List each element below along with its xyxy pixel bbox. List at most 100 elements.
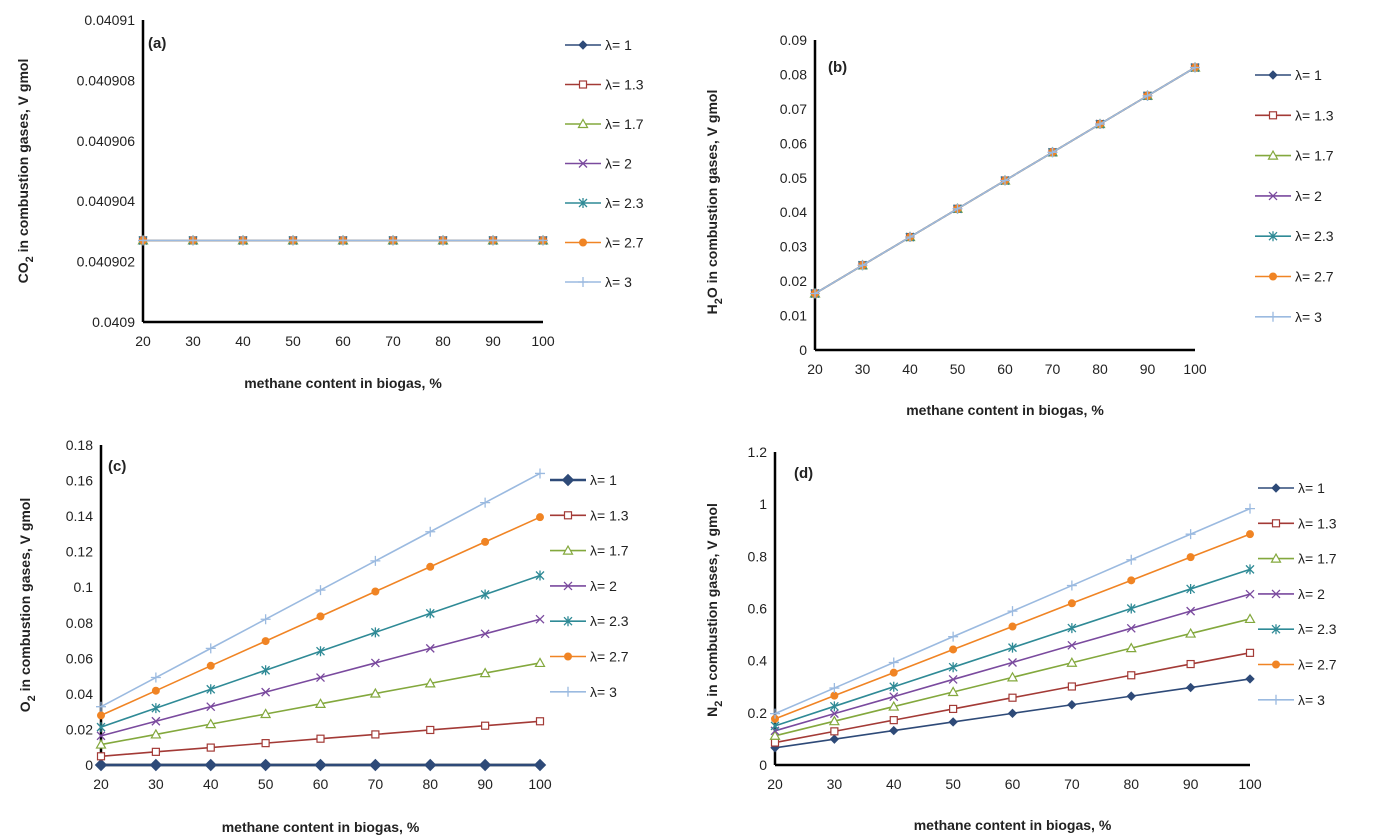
panel-d-data-point <box>948 662 958 673</box>
panel-b-x-tick-label: 80 <box>1092 361 1108 377</box>
panel-d-data-point <box>1126 623 1136 633</box>
panel-c-data-point <box>151 716 161 726</box>
panel-c-data-point <box>151 703 161 714</box>
panel-b-x-tick-label: 40 <box>902 361 918 377</box>
panel-d-n2: 0 0.2 0.4 0.6 0.8 1 1.2 20 30 40 50 60 70 80 90 100 meth… <box>704 444 1337 833</box>
panel-a-legend-marker <box>579 238 587 247</box>
panel-b-data-point <box>952 203 963 214</box>
panel-c-data-point <box>260 614 271 625</box>
panel-d-data-point <box>1008 642 1017 653</box>
panel-c-data-point <box>426 562 435 571</box>
panel-c-data-point <box>261 739 270 748</box>
panel-b-y-axis-label-subscript: 2 <box>713 298 725 304</box>
panel-b-legend-marker <box>1267 149 1279 160</box>
panel-c-data-point <box>259 758 272 772</box>
panel-c-data-point <box>206 661 215 670</box>
panel-a-x-tick-label: 90 <box>485 333 501 349</box>
panel-d-data-point <box>889 716 898 725</box>
panel-c-legend-marker <box>563 686 573 697</box>
panel-d-data-point <box>948 717 958 727</box>
panel-c-x-tick-label: 90 <box>477 776 493 792</box>
panel-d-data-point <box>828 715 840 726</box>
panel-d-legend-marker <box>1271 694 1281 705</box>
panel-a-y-tick-label: 0.040906 <box>77 133 136 149</box>
panel-c-y-tick-label: 0.04 <box>66 686 93 702</box>
panel-c-y-tick-label: 0.14 <box>66 508 93 524</box>
panel-b-y-tick-label: 0.03 <box>780 239 807 255</box>
panel-d-tag: (d) <box>794 465 813 482</box>
panel-b-y-tick-label: 0.02 <box>780 273 807 289</box>
panel-c-legend-label: λ= 2 <box>590 578 617 594</box>
panel-c-y-tick-label: 0.18 <box>66 437 93 453</box>
panel-b-legend-marker <box>1268 231 1278 242</box>
panel-d-data-point <box>948 631 959 642</box>
panel-d-data-point <box>1067 599 1076 608</box>
panel-c-o2: 0 0.02 0.04 0.06 0.08 0.1 0.12 0.14 0.16 0.18 20 30… <box>17 437 629 835</box>
panel-c-data-point <box>370 627 380 638</box>
panel-c-y-tick-label: 0 <box>85 757 93 773</box>
panel-d-data-point <box>1245 589 1255 599</box>
panel-c-y-axis-label-rest: in combustion gases, V gmol <box>17 498 33 696</box>
panel-d-data-point <box>949 704 958 714</box>
panel-c-data-point <box>535 468 545 479</box>
panel-d-legend-label: λ= 1 <box>1298 480 1325 496</box>
panel-d-legend-label: λ= 2.3 <box>1298 621 1337 637</box>
panel-d-data-point <box>1127 671 1136 680</box>
panel-c-data-point <box>151 747 160 756</box>
panel-b-legend-label: λ= 1.7 <box>1295 148 1334 164</box>
panel-c-data-point <box>315 585 326 596</box>
panel-d-data-point <box>829 701 839 712</box>
panel-b-legend-label: λ= 1.3 <box>1295 107 1334 123</box>
panel-d-y-axis-label: N2 in combustion gases, V gmol <box>704 503 725 717</box>
panel-b-y-tick-label: 0.04 <box>780 204 807 220</box>
panel-d-x-tick-label: 40 <box>886 776 902 792</box>
panel-a-data-point <box>138 235 148 246</box>
panel-d-data-point <box>1245 564 1255 575</box>
panel-c-legend-label: λ= 3 <box>590 684 617 700</box>
panel-d-data-point <box>1126 691 1136 701</box>
panel-c-data-point <box>205 643 216 654</box>
panel-a-legend-marker <box>578 40 588 50</box>
panel-c-y-tick-label: 0.16 <box>66 473 93 489</box>
panel-a-y-axis-label-main: CO <box>15 262 31 283</box>
panel-c-data-point <box>535 570 545 581</box>
panel-c-data-point <box>260 708 272 719</box>
panel-a-legend-label: λ= 2.3 <box>605 195 644 211</box>
panel-b-x-tick-label: 90 <box>1140 361 1156 377</box>
panel-a-legend-label: λ= 1.7 <box>605 116 644 132</box>
panel-c-data-point <box>369 687 381 698</box>
panel-d-data-point <box>1246 530 1254 539</box>
panel-d-data-point <box>829 734 840 744</box>
panel-b-legend-marker <box>1268 70 1278 80</box>
panel-d-data-point <box>1125 642 1137 653</box>
panel-c-legend-marker <box>563 581 573 591</box>
panel-b-data-point <box>857 260 868 271</box>
panel-d-data-point <box>1186 659 1195 669</box>
panel-c-x-tick-label: 40 <box>203 776 219 792</box>
panel-c-y-axis-label: O2 in combustion gases, V gmol <box>17 498 38 713</box>
panel-b-y-tick-label: 0.07 <box>780 101 807 117</box>
panel-c-legend-label: λ= 1.7 <box>590 543 629 559</box>
panel-d-y-tick-label: 0.2 <box>748 705 768 721</box>
panel-a-legend-label: λ= 1.3 <box>605 77 644 93</box>
panel-a-y-tick-label: 0.04091 <box>84 12 135 28</box>
panel-c-y-tick-label: 0.12 <box>66 544 93 560</box>
panel-a-data-point <box>188 235 198 246</box>
panel-c-data-point <box>316 646 325 657</box>
panel-d-data-point <box>1185 682 1196 693</box>
panel-a-data-point <box>488 235 498 246</box>
panel-a-data-point <box>238 235 248 246</box>
panel-a-legend-label: λ= 3 <box>605 274 632 290</box>
panel-c-data-point <box>261 687 271 697</box>
panel-c-data-point <box>316 612 325 621</box>
panel-d-data-point <box>1244 613 1256 624</box>
panel-b-y-tick-label: 0.05 <box>780 170 807 186</box>
panel-c-data-point <box>96 731 106 741</box>
panel-b-legend-label: λ= 3 <box>1295 309 1322 325</box>
panel-d-y-tick-label: 1 <box>759 496 767 512</box>
panel-c-data-point <box>149 758 163 772</box>
panel-d-x-axis-label: methane content in biogas, % <box>914 817 1112 833</box>
panel-b-legend-marker <box>1268 191 1278 201</box>
panel-c-data-point <box>206 743 215 752</box>
panel-a-x-axis-label: methane content in biogas, % <box>244 375 442 391</box>
